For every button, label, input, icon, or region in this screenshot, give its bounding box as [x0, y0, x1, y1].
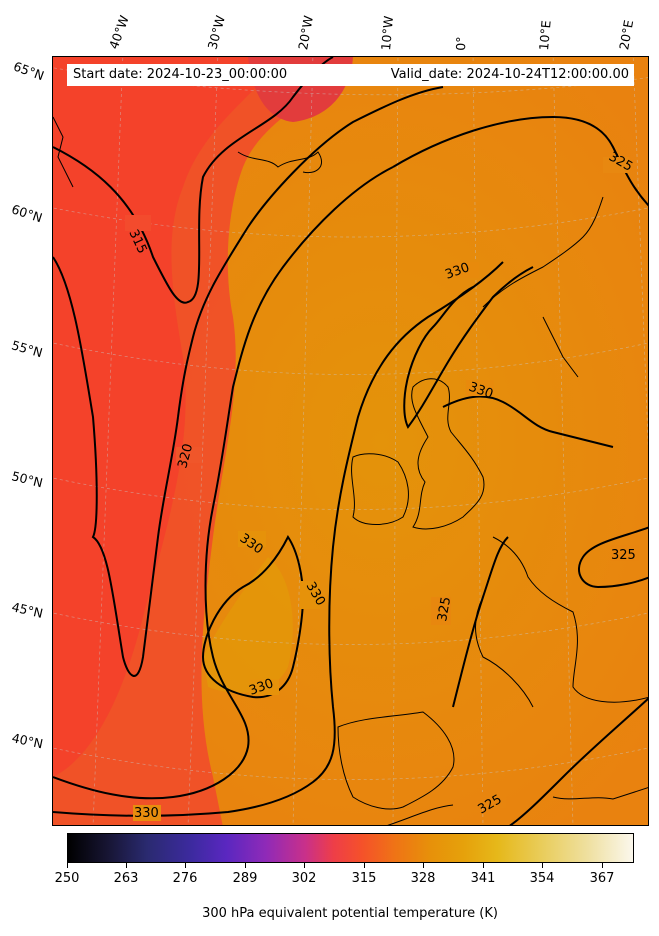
colorbar-tick-label: 328 — [410, 871, 436, 886]
cool-air-core — [53, 57, 283, 777]
colorbar-tick — [483, 863, 484, 868]
contour-320 — [177, 86, 444, 418]
colorbar-tick — [542, 863, 543, 868]
contour-330-tongue — [403, 266, 534, 429]
colorbar-tick — [364, 863, 365, 868]
date-banner: Start date: 2024-10-23_00:00:00 Valid_da… — [67, 64, 634, 86]
valid-date-label: Valid_date: 2024-10-24T12:00:00.00 — [390, 67, 629, 82]
map-panel: 315 320 325 325 325 325 330 330 330 330 … — [52, 56, 649, 826]
coast-mediterranean — [552, 787, 648, 800]
lat-label: 55°N — [9, 337, 45, 361]
colorbar-tick — [126, 863, 127, 868]
colorbar-label: 300 hPa equivalent potential temperature… — [202, 906, 498, 921]
contour-330-main — [53, 261, 504, 817]
contour-330-uk — [442, 395, 614, 448]
colorbar-tick-label: 250 — [54, 871, 80, 886]
colorbar-tick-label: 341 — [470, 871, 496, 886]
coast-iberia — [337, 711, 455, 810]
colorbar-tick-label: 302 — [291, 871, 317, 886]
lat-label: 45°N — [10, 599, 45, 621]
contour-320-low — [53, 166, 394, 800]
contour-315-left — [53, 256, 179, 677]
colorbar-tick — [602, 863, 603, 868]
colorbar-tick-label: 276 — [172, 871, 198, 886]
coast-great-britain — [411, 378, 485, 530]
start-date-label: Start date: 2024-10-23_00:00:00 — [73, 67, 288, 82]
lat-label: 40°N — [10, 730, 45, 752]
colorbar-tick-label: 263 — [113, 871, 139, 886]
lat-label: 50°N — [10, 468, 45, 491]
colorbar-tick-label: 289 — [232, 871, 258, 886]
coast-ireland — [351, 453, 409, 525]
lat-label: 60°N — [9, 201, 45, 226]
contour-label: 325 — [435, 596, 454, 623]
colorbar — [67, 833, 634, 863]
colorbar-tick — [245, 863, 246, 868]
coastlines — [53, 116, 648, 825]
contour-325-se — [509, 697, 648, 825]
coast-greenland — [53, 116, 74, 188]
contour-325-south — [452, 536, 509, 708]
coast-africa — [387, 804, 454, 825]
lon-label: 0° — [453, 36, 469, 51]
contour-label: 320 — [175, 442, 196, 470]
contour-label: 330 — [134, 806, 159, 821]
contour-325-right — [578, 526, 648, 589]
lon-label: 30°W — [204, 13, 228, 51]
lon-label: 40°W — [105, 13, 132, 51]
lon-label: 20°E — [616, 18, 637, 51]
map-canvas: 315 320 325 325 325 325 330 330 330 330 … — [53, 57, 648, 825]
colorbar-tick-label: 354 — [529, 871, 555, 886]
lon-label: 20°W — [295, 14, 316, 51]
colorbar-tick-label: 315 — [351, 871, 377, 886]
colorbar-tick — [304, 863, 305, 868]
lon-label: 10°W — [378, 15, 397, 52]
coast-iceland — [237, 151, 323, 174]
colorbar-tick-label: 367 — [589, 871, 615, 886]
contour-label: 325 — [611, 548, 636, 563]
coast-norway — [482, 196, 604, 378]
lat-label: 65°N — [11, 58, 47, 84]
lon-label: 10°E — [536, 19, 554, 51]
colorbar-tick — [67, 863, 68, 868]
colorbar-tick — [423, 863, 424, 868]
warm-tongue — [203, 557, 293, 693]
colorbar-tick — [185, 863, 186, 868]
